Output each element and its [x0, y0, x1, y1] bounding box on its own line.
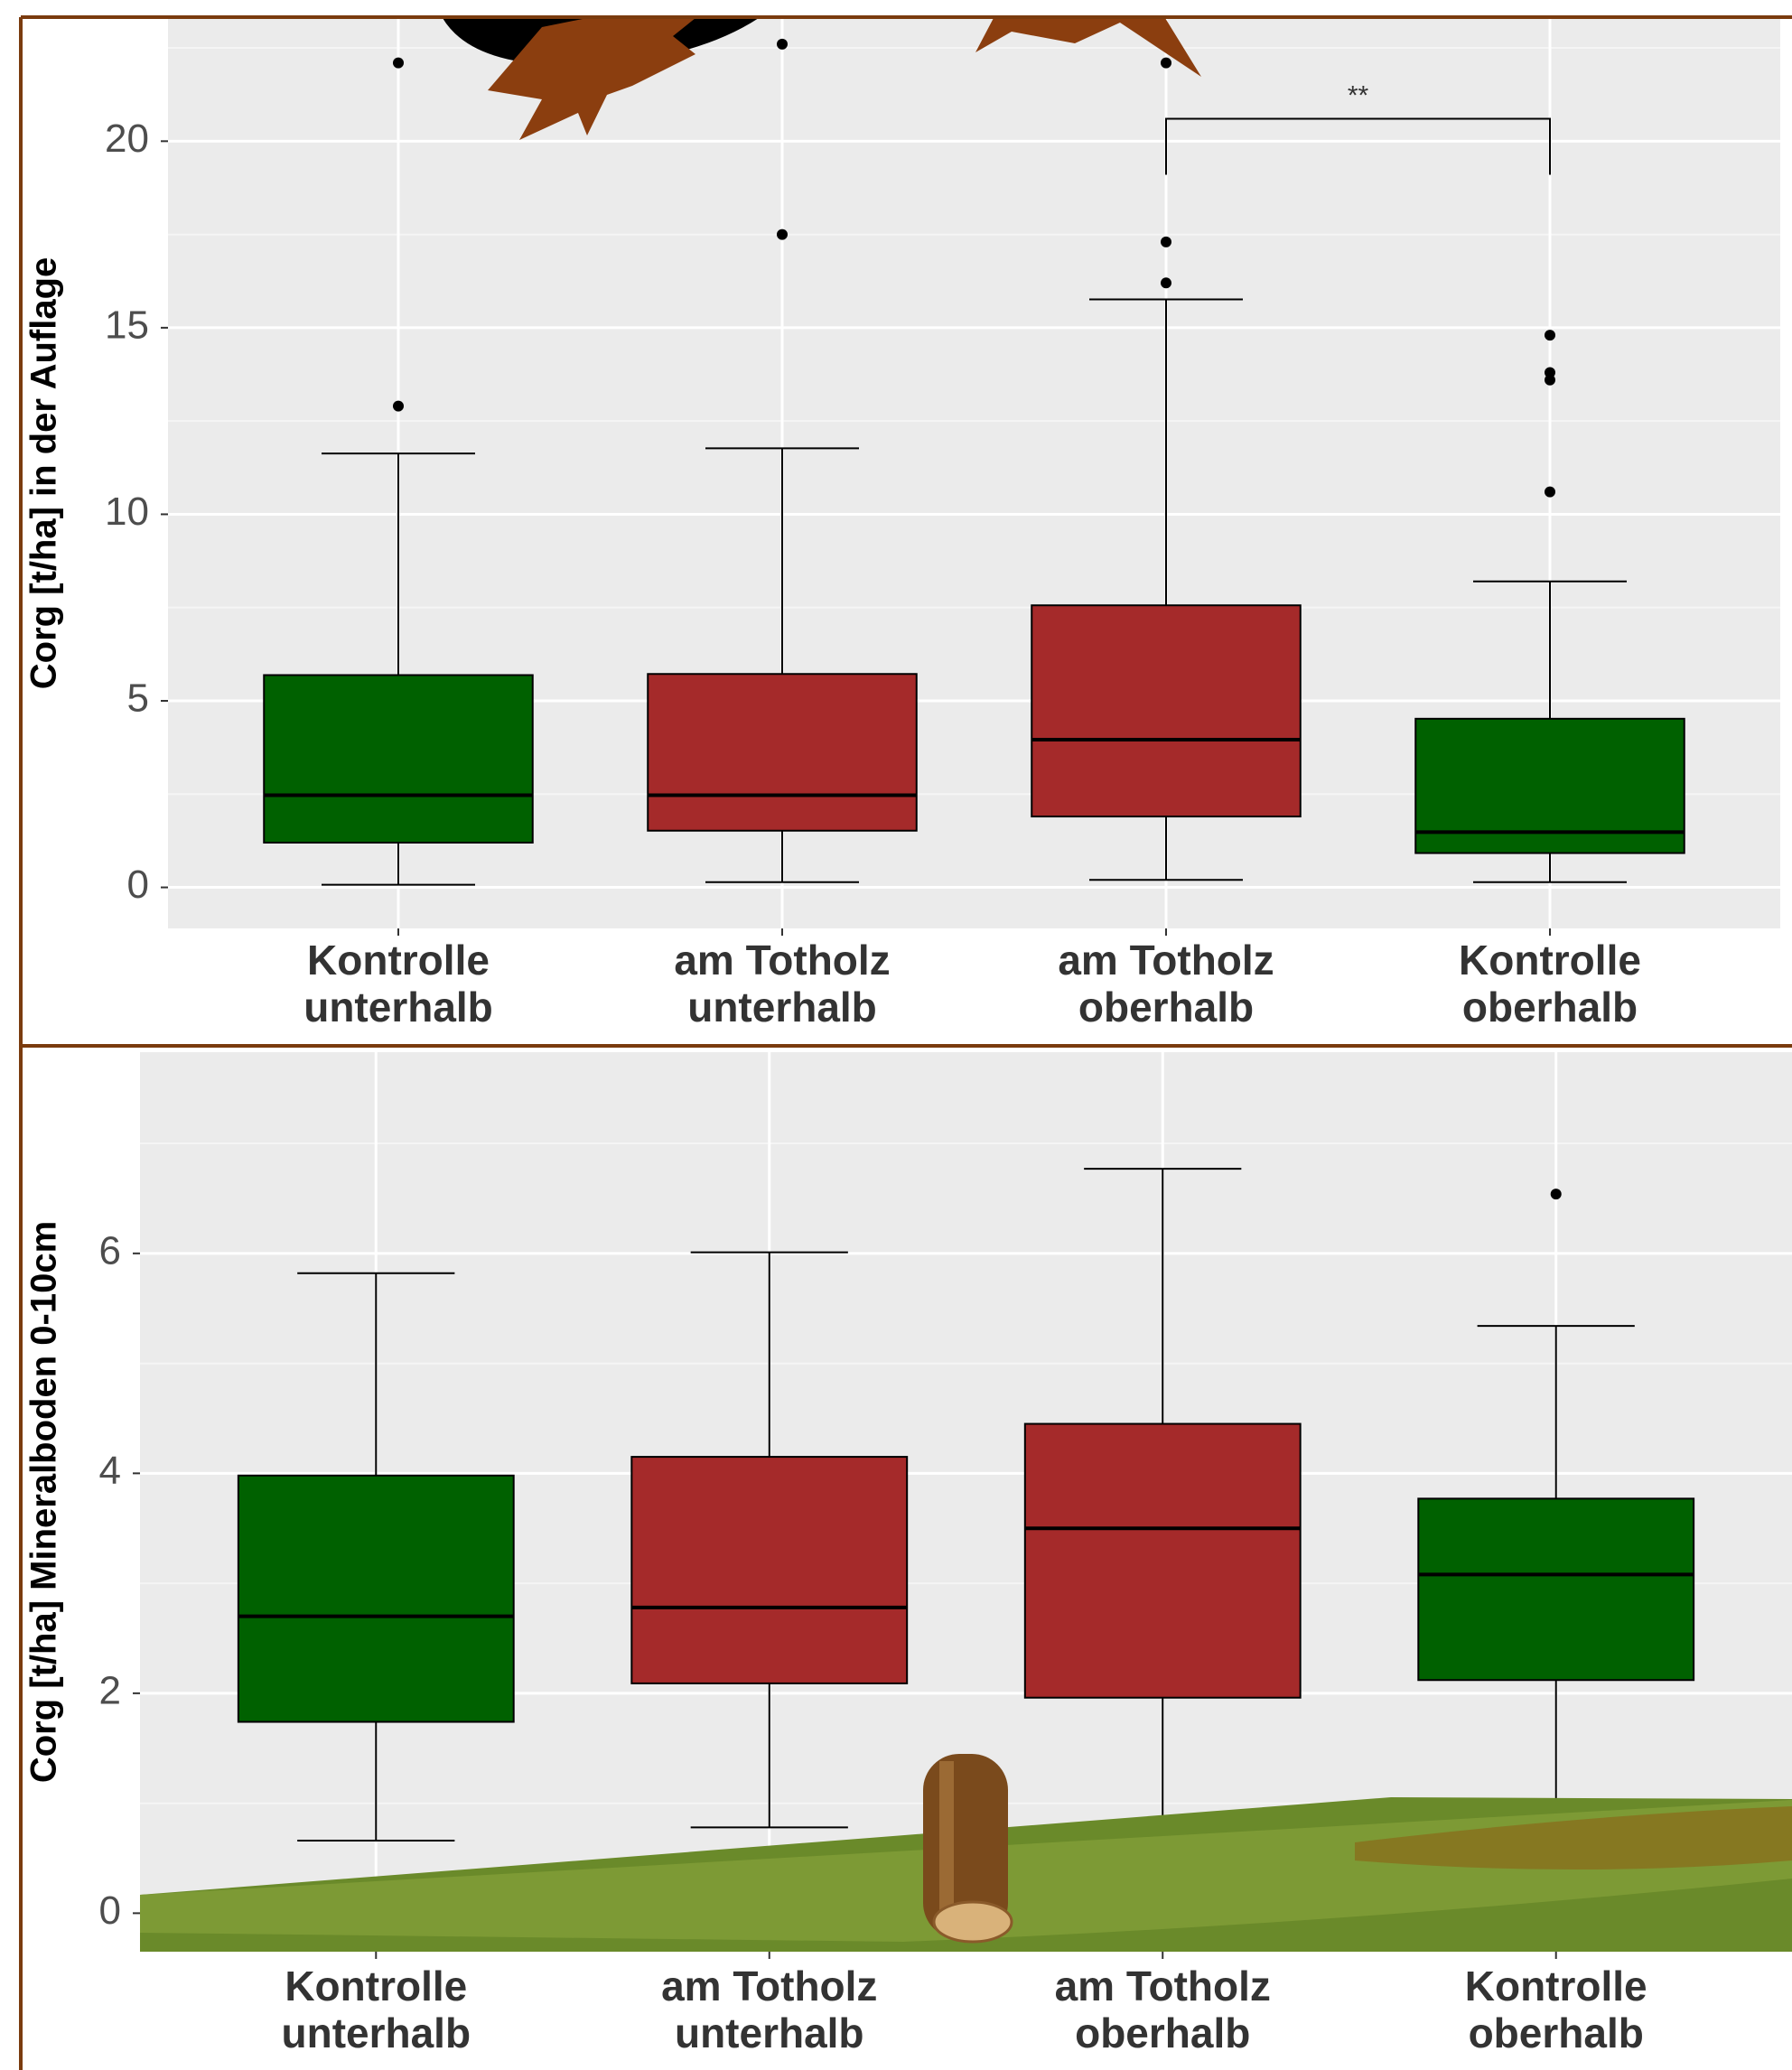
box — [1031, 605, 1301, 816]
y-tick-label: 0 — [99, 1888, 121, 1933]
outlier — [1161, 58, 1171, 69]
x-tick-label: Kontrolle unterhalb — [186, 1963, 565, 2056]
page: 0 5 10 15 20 ** Corg [t/ha] in der Auflage 0 2 4 6… — [0, 0, 1792, 2070]
x-tick-label: am Totholz unterhalb — [580, 1963, 959, 2056]
outlier — [393, 401, 404, 412]
x-tick-label: Kontrolle oberhalb — [1360, 937, 1740, 1030]
y-axis-label: Corg [t/ha] Mineralboden 0-10cm — [24, 1221, 64, 1783]
outlier — [1161, 237, 1171, 247]
y-tick-label: 2 — [99, 1668, 121, 1712]
y-tick-label: 4 — [99, 1449, 121, 1493]
significance-label: ** — [1348, 80, 1369, 110]
x-tick-label: am Totholz oberhalb — [976, 937, 1356, 1030]
y-tick-label: 6 — [99, 1228, 121, 1273]
outlier — [1161, 277, 1171, 288]
outlier — [1551, 1189, 1562, 1199]
y-axis-label: Corg [t/ha] in der Auflage — [24, 257, 64, 690]
box — [648, 674, 917, 831]
x-tick-label: Kontrolle oberhalb — [1367, 1963, 1746, 2056]
outlier — [1545, 487, 1555, 498]
box — [1418, 1498, 1694, 1680]
outlier — [1545, 367, 1555, 378]
chart: 0 5 10 15 20 ** Corg [t/ha] in der Auflage 0 2 4 6… — [0, 0, 1792, 2070]
y-tick-label: 15 — [105, 303, 149, 348]
y-tick-label: 10 — [105, 490, 149, 534]
box — [631, 1457, 907, 1683]
x-tick-label: Kontrolle unterhalb — [209, 937, 588, 1030]
outlier — [777, 229, 788, 240]
x-tick-label: am Totholz unterhalb — [593, 937, 972, 1030]
y-tick-label: 5 — [127, 676, 149, 721]
y-tick-label: 0 — [127, 862, 149, 907]
x-tick-label: am Totholz oberhalb — [973, 1963, 1352, 2056]
box — [264, 675, 533, 842]
box — [1025, 1424, 1301, 1698]
box — [238, 1476, 514, 1722]
outlier — [393, 58, 404, 69]
y-tick-label: 20 — [105, 117, 149, 161]
outlier — [777, 39, 788, 50]
outlier — [1545, 330, 1555, 340]
